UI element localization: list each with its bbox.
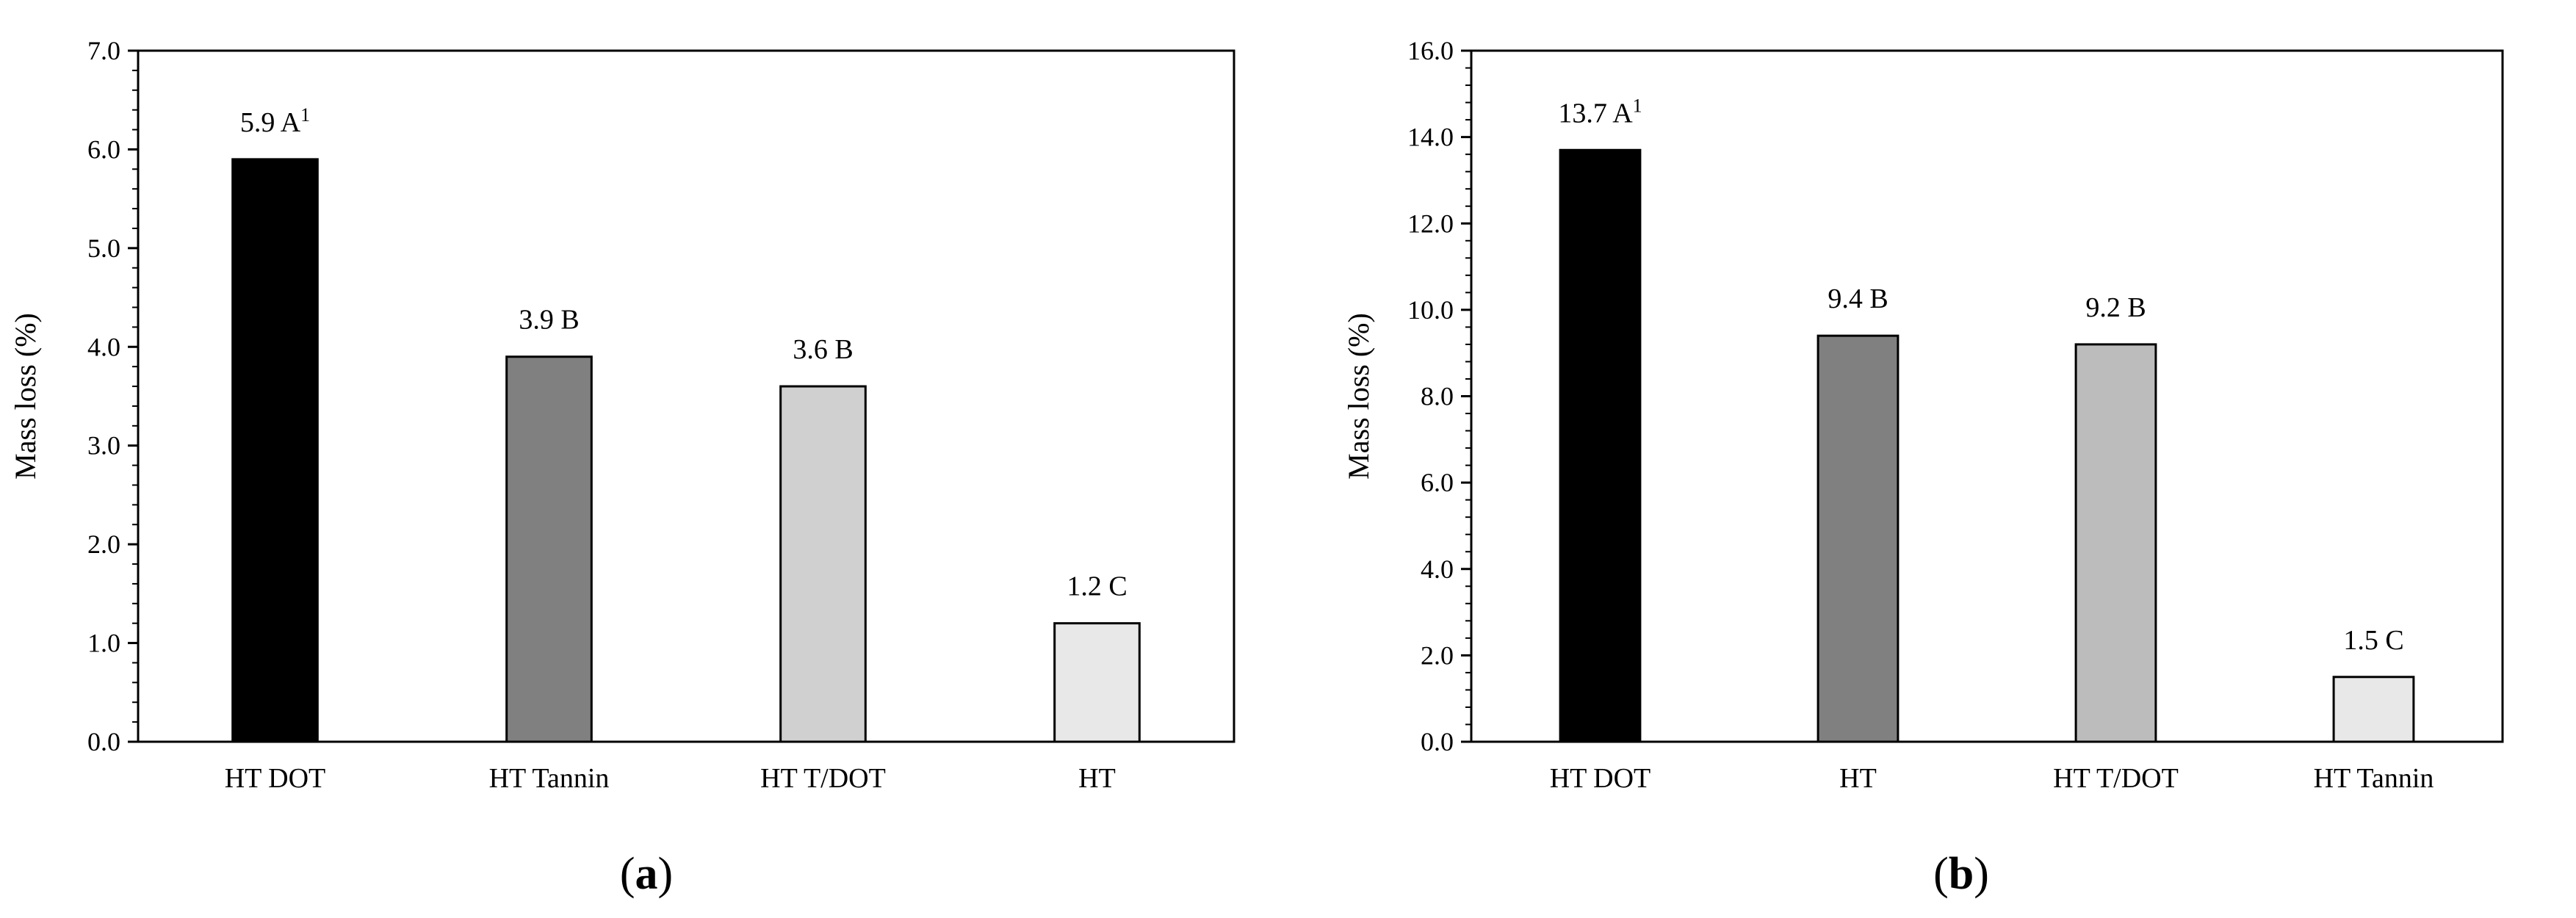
- y-tick-label: 10.0: [1407, 295, 1454, 325]
- panel-label: (b): [1933, 849, 1989, 899]
- y-tick-label: 14.0: [1407, 123, 1454, 152]
- data-label: 3.9 B: [519, 305, 579, 336]
- x-tick-label: HT Tannin: [489, 763, 610, 794]
- x-tick-label: HT DOT: [225, 763, 326, 794]
- data-label: 13.7 A1: [1558, 95, 1642, 129]
- panel-label: (a): [620, 849, 673, 899]
- y-axis-title: Mass loss (%): [9, 313, 42, 480]
- y-tick-label: 4.0: [87, 332, 120, 361]
- chart-panel-b: 0.0 2.0 4.0 6.0 8.0 10.0 12.0 14.0 16.0 Mass loss…: [1342, 36, 2504, 899]
- y-tick-label: 16.0: [1407, 36, 1454, 65]
- bar: [779, 385, 867, 743]
- x-tick-label: HT DOT: [1550, 763, 1651, 794]
- x-tick-label: HT T/DOT: [760, 763, 886, 794]
- bar: [1053, 622, 1141, 743]
- plot-frame: [137, 49, 1235, 743]
- y-tick-label: 0.0: [1421, 727, 1454, 756]
- x-tick-label: HT Tannin: [2314, 763, 2434, 794]
- data-label: 3.6 B: [793, 334, 853, 365]
- x-tick-label: HT T/DOT: [2053, 763, 2179, 794]
- bar: [2074, 343, 2157, 743]
- x-tick-label: HT: [1839, 763, 1877, 794]
- y-tick-label: 7.0: [87, 36, 120, 65]
- data-label: 5.9 A1: [240, 104, 310, 138]
- bar: [2332, 676, 2415, 743]
- bar: [505, 355, 593, 743]
- y-tick-label: 12.0: [1407, 209, 1454, 238]
- y-tick-label: 2.0: [87, 530, 120, 559]
- data-label: 1.2 C: [1067, 571, 1127, 602]
- y-tick-label: 6.0: [1421, 468, 1454, 497]
- y-tick-label: 6.0: [87, 134, 120, 164]
- bar: [1559, 148, 1642, 743]
- data-label: 1.5 C: [2343, 625, 2403, 656]
- y-tick-label: 5.0: [87, 234, 120, 263]
- bar: [231, 158, 319, 743]
- x-tick-label: HT: [1078, 763, 1116, 794]
- y-tick-label: 1.0: [87, 629, 120, 658]
- y-tick-label: 8.0: [1421, 382, 1454, 411]
- y-axis-title: Mass loss (%): [1342, 313, 1375, 480]
- y-tick-label: 3.0: [87, 431, 120, 460]
- y-tick-label: 2.0: [1421, 640, 1454, 670]
- chart-panel-a: 0.0 1.0 2.0 3.0 4.0 5.0 6.0 7.0 Mass loss (%) 5.9…: [9, 36, 1235, 899]
- y-tick-label: 4.0: [1421, 554, 1454, 584]
- data-label: 9.4 B: [1828, 283, 1888, 314]
- bar: [1816, 334, 1899, 743]
- data-label: 9.2 B: [2085, 292, 2146, 323]
- y-tick-label: 0.0: [87, 727, 120, 756]
